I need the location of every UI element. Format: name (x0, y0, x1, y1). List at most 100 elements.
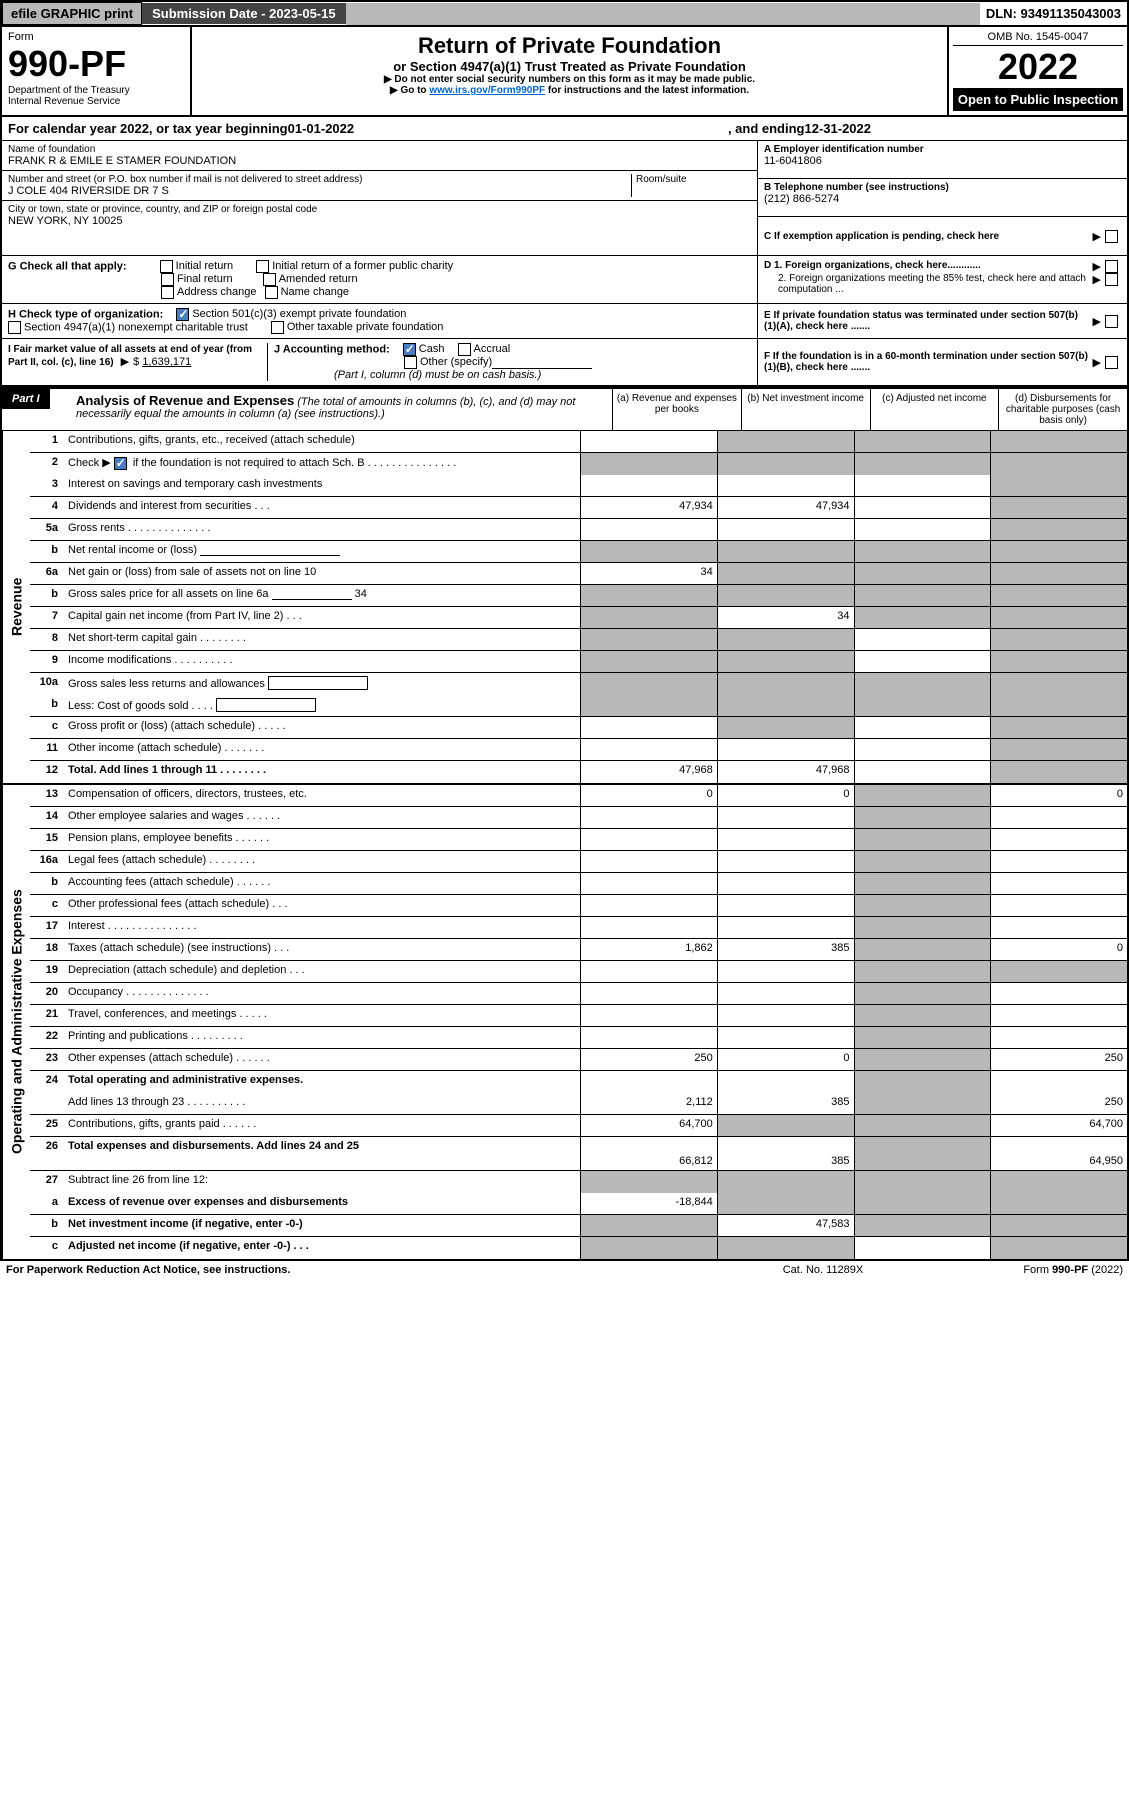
part1-label: Part I (2, 389, 50, 409)
header-left: Form 990-PF Department of the Treasury I… (2, 27, 192, 115)
city-label: City or town, state or province, country… (8, 204, 751, 215)
form-subtitle: or Section 4947(a)(1) Trust Treated as P… (198, 59, 941, 74)
r15-desc: Pension plans, employee benefits (68, 832, 233, 844)
r13-d: 0 (990, 785, 1127, 806)
tel-row: B Telephone number (see instructions) (2… (758, 179, 1127, 217)
form-title: Return of Private Foundation (198, 33, 941, 59)
tel-label: B Telephone number (see instructions) (764, 182, 1121, 193)
h-4947-checkbox[interactable] (8, 321, 21, 334)
expenses-table: Operating and Administrative Expenses 13… (0, 785, 1129, 1261)
r18-desc: Taxes (attach schedule) (see instruction… (68, 942, 271, 954)
g-label: G Check all that apply: (8, 260, 127, 272)
omb-number: OMB No. 1545-0047 (953, 31, 1123, 46)
r2-checkbox[interactable] (114, 457, 127, 470)
part1-header: Part I Analysis of Revenue and Expenses … (0, 387, 1129, 431)
addr-label: Number and street (or P.O. box number if… (8, 174, 631, 185)
r10b-desc: Less: Cost of goods sold (68, 700, 188, 712)
r26-a: 66,812 (580, 1137, 717, 1170)
r25-a: 64,700 (580, 1115, 717, 1136)
revenue-side-label: Revenue (2, 431, 30, 783)
r4-b: 47,934 (717, 497, 854, 518)
e-checkbox[interactable] (1105, 315, 1118, 328)
j-cash-checkbox[interactable] (403, 343, 416, 356)
room-label: Room/suite (636, 174, 751, 185)
foundation-name: FRANK R & EMILE E STAMER FOUNDATION (8, 155, 751, 167)
r13-desc: Compensation of officers, directors, tru… (64, 785, 580, 806)
i-label: I Fair market value of all assets at end… (8, 344, 252, 368)
g-final: Final return (177, 273, 233, 285)
address: J COLE 404 RIVERSIDE DR 7 S (8, 185, 631, 197)
r16b-desc: Accounting fees (attach schedule) (68, 876, 234, 888)
r17-desc: Interest (68, 920, 105, 932)
arrow-icon: ▶ (1093, 260, 1101, 273)
r26-d: 64,950 (990, 1137, 1127, 1170)
h-opt1: Section 501(c)(3) exempt private foundat… (192, 308, 406, 320)
r12-a: 47,968 (580, 761, 717, 783)
d1-checkbox[interactable] (1105, 260, 1118, 273)
i-value: 1,639,171 (142, 356, 191, 368)
r18-d: 0 (990, 939, 1127, 960)
g-initial-checkbox[interactable] (160, 260, 173, 273)
r24-desc: Total operating and administrative expen… (64, 1071, 580, 1093)
g-initial-former: Initial return of a former public charit… (272, 260, 453, 272)
h-other-checkbox[interactable] (271, 321, 284, 334)
col-c-header: (c) Adjusted net income (870, 389, 999, 430)
col-d-header: (d) Disbursements for charitable purpose… (998, 389, 1127, 430)
r27c-desc: Adjusted net income (if negative, enter … (68, 1240, 290, 1252)
form-number: 990-PF (8, 43, 184, 85)
note2-post: for instructions and the latest informat… (545, 85, 749, 96)
r10a-desc: Gross sales less returns and allowances (68, 678, 265, 690)
f-label: F If the foundation is in a 60-month ter… (764, 351, 1089, 373)
r26-desc: Total expenses and disbursements. Add li… (64, 1137, 580, 1170)
cal-end: 12-31-2022 (805, 121, 872, 136)
g-name-checkbox[interactable] (265, 286, 278, 299)
arrow-icon: ▶ (121, 355, 129, 368)
d2-checkbox[interactable] (1105, 273, 1118, 286)
r27b-desc: Net investment income (if negative, ente… (64, 1215, 580, 1236)
calendar-year-row: For calendar year 2022, or tax year begi… (0, 117, 1129, 141)
tel-value: (212) 866-5274 (764, 193, 1121, 205)
g-amended-checkbox[interactable] (263, 273, 276, 286)
exemption-row: C If exemption application is pending, c… (758, 217, 1127, 255)
g-final-checkbox[interactable] (161, 273, 174, 286)
j-other-checkbox[interactable] (404, 356, 417, 369)
arrow-icon: ▶ (1093, 273, 1101, 295)
g-address-checkbox[interactable] (161, 286, 174, 299)
r12-b: 47,968 (717, 761, 854, 783)
e-block: E If private foundation status was termi… (757, 304, 1127, 338)
r6b-desc: Gross sales price for all assets on line… (68, 588, 269, 600)
r18-a: 1,862 (580, 939, 717, 960)
r23-b: 0 (717, 1049, 854, 1070)
h-501c3-checkbox[interactable] (176, 308, 189, 321)
j-accrual-checkbox[interactable] (458, 343, 471, 356)
name-row: Name of foundation FRANK R & EMILE E STA… (2, 141, 757, 171)
r25-desc: Contributions, gifts, grants paid (68, 1118, 220, 1130)
r2-pre: Check ▶ (68, 457, 111, 469)
r20-desc: Occupancy (68, 986, 123, 998)
r6a-a: 34 (580, 563, 717, 584)
r4-desc: Dividends and interest from securities (68, 500, 251, 512)
r14-desc: Other employee salaries and wages (68, 810, 243, 822)
efile-print-button[interactable]: efile GRAPHIC print (2, 2, 142, 25)
r27a-a: -18,844 (580, 1193, 717, 1214)
g-name: Name change (281, 286, 350, 298)
h-label: H Check type of organization: (8, 308, 163, 320)
h-e-row: H Check type of organization: Section 50… (0, 304, 1129, 339)
g-initial-former-checkbox[interactable] (256, 260, 269, 273)
r12-desc: Total. Add lines 1 through 11 (68, 764, 217, 776)
c-checkbox[interactable] (1105, 230, 1118, 243)
top-bar: efile GRAPHIC print Submission Date - 20… (0, 0, 1129, 27)
form990pf-link[interactable]: www.irs.gov/Form990PF (429, 85, 545, 96)
footer-mid: Cat. No. 11289X (723, 1264, 923, 1276)
city-value: NEW YORK, NY 10025 (8, 215, 751, 227)
r24-a: 2,112 (580, 1093, 717, 1114)
r5a-desc: Gross rents (68, 522, 125, 534)
j-accrual: Accrual (474, 343, 511, 355)
r2-post: if the foundation is not required to att… (130, 457, 365, 469)
c-label: C If exemption application is pending, c… (764, 231, 1089, 242)
f-checkbox[interactable] (1105, 356, 1118, 369)
arrow-icon: ▶ (1093, 230, 1101, 243)
r8-desc: Net short-term capital gain (68, 632, 197, 644)
footer: For Paperwork Reduction Act Notice, see … (0, 1261, 1129, 1279)
r23-desc: Other expenses (attach schedule) (68, 1052, 233, 1064)
